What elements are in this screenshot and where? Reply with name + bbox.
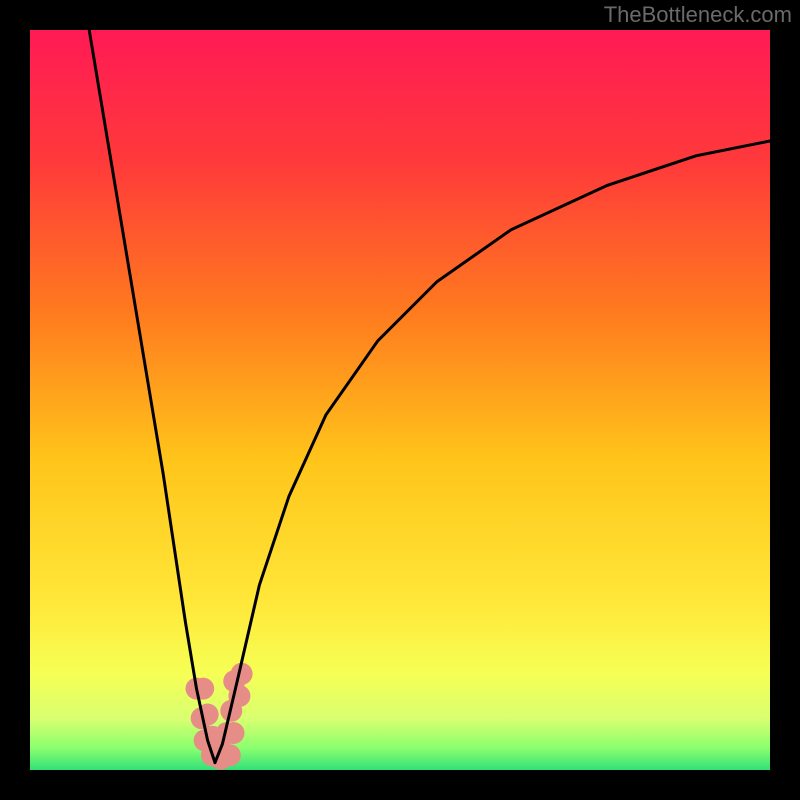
gradient-background [30, 30, 770, 770]
plot-area [30, 30, 770, 770]
bottleneck-curve-svg [30, 30, 770, 770]
watermark-text: TheBottleneck.com [604, 2, 792, 28]
chart-frame: TheBottleneck.com [0, 0, 800, 800]
